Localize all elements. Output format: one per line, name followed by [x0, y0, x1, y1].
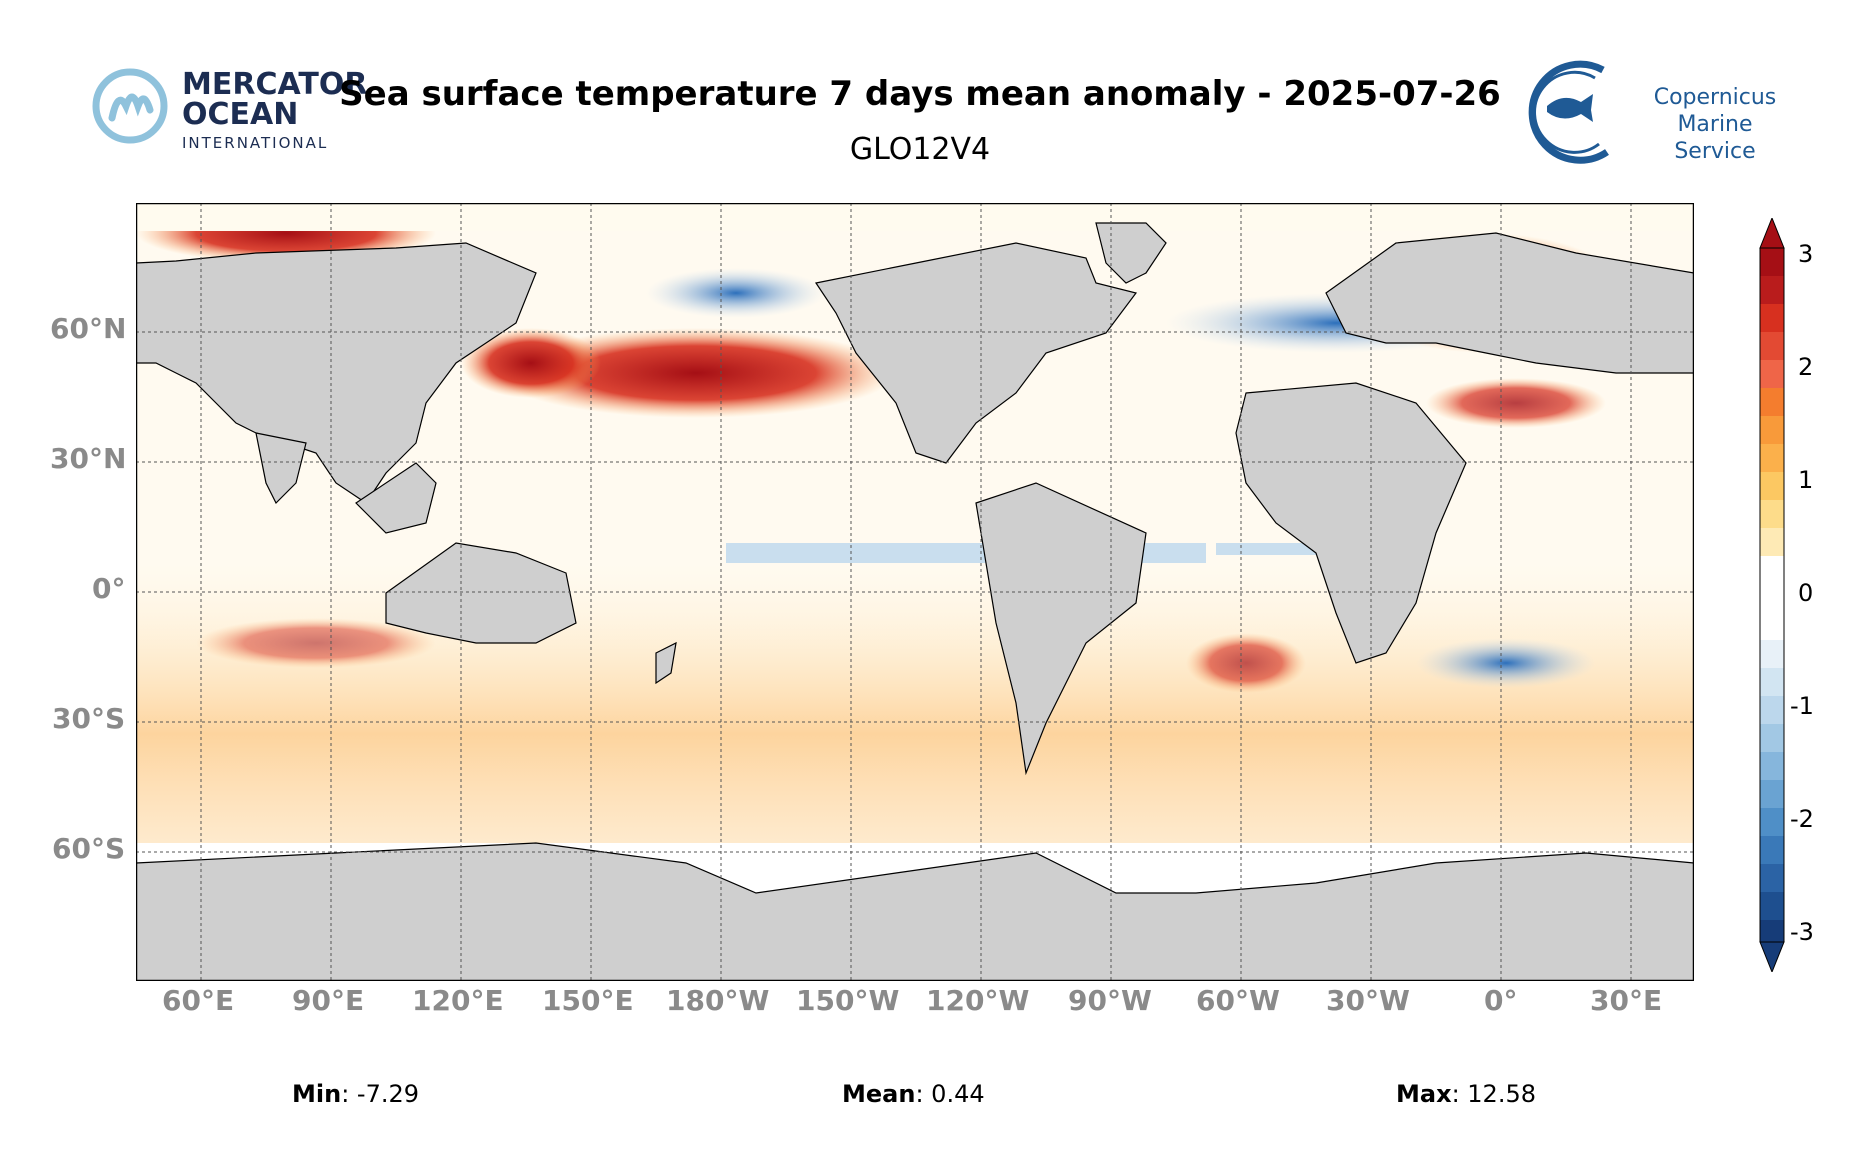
- japan-sea-hotspot: [461, 328, 601, 398]
- stat-mean-label: Mean: [842, 1080, 916, 1108]
- lat-label-30n: 30°N: [50, 442, 127, 475]
- mercator-emblem-icon: [92, 68, 168, 144]
- map-canvas: [135, 202, 1695, 982]
- india: [255, 432, 307, 505]
- mediterranean-hotspot: [1426, 378, 1606, 428]
- colorbar-tick-2: 2: [1798, 353, 1814, 381]
- logo-line-mercator: MERCATOR: [182, 67, 368, 102]
- colorbar-tick-m3: -3: [1790, 918, 1814, 946]
- chart-subtitle: GLO12V4: [849, 132, 991, 167]
- copernicus-logo: Copernicus Marine Service: [1515, 56, 1795, 166]
- southeast-asia: [355, 462, 437, 534]
- north-america: [815, 242, 1138, 464]
- arctic-ice-region: [136, 203, 1694, 231]
- greenland: [1095, 222, 1167, 284]
- lon-label-150w: 150°W: [796, 984, 900, 1017]
- mercator-ocean-logo: MERCATOR OCEAN INTERNATIONAL: [90, 66, 367, 156]
- falklands-hotspot: [1186, 633, 1306, 693]
- lon-label-30w: 30°W: [1326, 984, 1410, 1017]
- sst-anomaly-map: [135, 202, 1695, 982]
- australia: [385, 542, 577, 644]
- lon-label-180w: 180°W: [666, 984, 770, 1017]
- lon-label-60w: 60°W: [1196, 984, 1280, 1017]
- colorbar: [1752, 216, 1792, 974]
- stat-max: Max: 12.58: [1396, 1080, 1536, 1108]
- stat-min-value: : -7.29: [341, 1080, 420, 1108]
- lon-label-90w: 90°W: [1068, 984, 1152, 1017]
- chart-title: Sea surface temperature 7 days mean anom…: [339, 74, 1501, 114]
- lon-label-30e: 30°E: [1590, 984, 1663, 1017]
- map-frame: [135, 202, 1695, 982]
- colorbar-tick-1: 1: [1798, 466, 1814, 494]
- indian-ocean-warm-patch: [196, 618, 436, 668]
- colorbar-tick-0: 0: [1798, 579, 1814, 607]
- lon-label-120e: 120°E: [412, 984, 504, 1017]
- bering-sea-cold-anomaly: [646, 268, 826, 318]
- stat-mean-value: : 0.44: [915, 1080, 985, 1108]
- colorbar-graphic: [1759, 216, 1785, 974]
- lat-label-60s: 60°S: [52, 832, 126, 865]
- lon-label-150e: 150°E: [542, 984, 634, 1017]
- new-zealand: [655, 641, 677, 685]
- copernicus-line2: Marine Service: [1674, 112, 1756, 164]
- lon-label-0: 0°: [1484, 984, 1518, 1017]
- stat-mean: Mean: 0.44: [842, 1080, 985, 1108]
- stat-max-label: Max: [1396, 1080, 1452, 1108]
- south-atlantic-cold-anomaly: [1416, 638, 1596, 688]
- lon-label-60e: 60°E: [162, 984, 235, 1017]
- stat-min: Min: -7.29: [292, 1080, 419, 1108]
- south-america: [975, 482, 1147, 776]
- stat-max-value: : 12.58: [1451, 1080, 1536, 1108]
- stat-min-label: Min: [292, 1080, 342, 1108]
- lat-label-30s: 30°S: [52, 702, 126, 735]
- lon-label-90e: 90°E: [292, 984, 365, 1017]
- lat-label-60n: 60°N: [50, 312, 127, 345]
- colorbar-tick-m2: -2: [1790, 805, 1814, 833]
- copernicus-fish-icon: [1528, 60, 1609, 164]
- gridlines: [136, 203, 1694, 981]
- lon-label-120w: 120°W: [926, 984, 1030, 1017]
- colorbar-tick-m1: -1: [1790, 692, 1814, 720]
- colorbar-tick-3: 3: [1798, 240, 1814, 268]
- lat-label-0: 0°: [92, 572, 126, 605]
- europe: [1325, 232, 1695, 374]
- logo-line-ocean: OCEAN: [182, 97, 299, 132]
- copernicus-line1: Copernicus: [1653, 85, 1777, 110]
- logo-line-international: INTERNATIONAL: [182, 134, 329, 152]
- africa: [1235, 382, 1467, 664]
